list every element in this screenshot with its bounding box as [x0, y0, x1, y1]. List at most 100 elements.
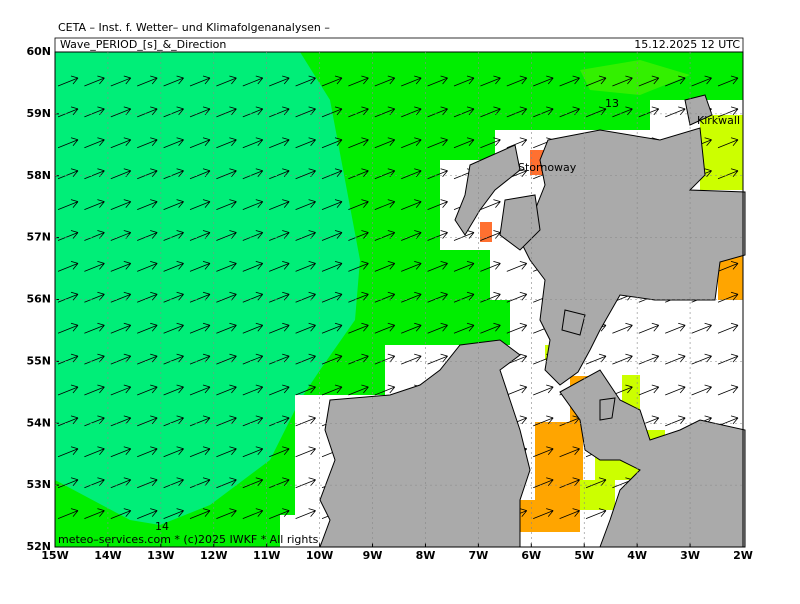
- place-label: Stornoway: [518, 161, 577, 174]
- arrow: [57, 446, 79, 458]
- parameter: Wave_PERIOD_[s]_&_Direction: [60, 38, 226, 51]
- arrow: [189, 322, 211, 334]
- arrow: [638, 75, 660, 87]
- lat-label: 55N: [26, 354, 51, 367]
- lon-label: 8W: [416, 549, 436, 562]
- arrow: [57, 261, 79, 272]
- arrow: [57, 291, 79, 303]
- arrow: [57, 137, 79, 149]
- arrow: [216, 446, 237, 458]
- arrow: [506, 106, 528, 118]
- lon-label: 5W: [574, 549, 594, 562]
- arrow: [506, 137, 528, 149]
- arrow: [427, 322, 448, 334]
- lon-label: 4W: [627, 549, 647, 562]
- arrow: [612, 353, 633, 365]
- arrow: [216, 199, 237, 210]
- arrow: [216, 322, 237, 334]
- arrow: [242, 353, 264, 365]
- arrow: [57, 477, 79, 489]
- arrow: [242, 446, 264, 458]
- arrow: [717, 137, 739, 149]
- sea-light: [55, 52, 360, 525]
- arrow: [506, 322, 528, 334]
- arrow: [295, 199, 316, 210]
- lon-label: 9W: [363, 549, 383, 562]
- arrow: [163, 230, 184, 241]
- arrow: [321, 199, 343, 210]
- lon-label: 7W: [468, 549, 488, 562]
- arrow: [717, 384, 739, 396]
- arrow: [401, 322, 422, 334]
- arrow: [453, 137, 475, 149]
- arrow: [506, 75, 528, 87]
- arrow: [638, 322, 660, 334]
- arrow: [163, 322, 184, 334]
- arrow: [559, 508, 580, 519]
- arrow: [57, 415, 79, 427]
- arrow: [585, 508, 607, 519]
- arrow: [427, 291, 448, 303]
- arrow: [295, 384, 316, 396]
- arrow: [321, 384, 343, 396]
- arrow: [137, 106, 158, 118]
- arrow: [717, 322, 739, 334]
- arrow: [189, 384, 211, 396]
- arrow: [348, 199, 369, 210]
- lon-label: 13W: [147, 549, 174, 562]
- lon-label: 14W: [94, 549, 121, 562]
- arrow: [110, 446, 132, 458]
- arrow: [216, 508, 237, 519]
- arrow: [57, 199, 79, 210]
- arrow: [242, 415, 264, 427]
- arrow: [506, 261, 528, 272]
- arrow: [401, 261, 422, 272]
- arrow: [84, 446, 105, 458]
- arrow: [84, 322, 105, 334]
- arrow: [453, 322, 475, 334]
- arrow: [638, 106, 660, 118]
- contour-label: 14: [155, 520, 169, 533]
- arrow: [401, 353, 422, 365]
- arrow: [137, 415, 158, 427]
- arrow: [374, 384, 396, 396]
- lon-label: 15W: [41, 549, 68, 562]
- arrow: [665, 415, 686, 427]
- arrow: [137, 199, 158, 210]
- arrow: [348, 230, 369, 241]
- arrow: [453, 106, 475, 118]
- arrow: [216, 168, 237, 180]
- arrow: [533, 75, 554, 87]
- arrow: [110, 75, 132, 87]
- lat-label: 53N: [26, 478, 51, 491]
- arrow: [163, 168, 184, 180]
- arrow: [321, 230, 343, 241]
- arrow: [242, 137, 264, 149]
- arrow: [84, 508, 105, 519]
- lon-label: 10W: [306, 549, 333, 562]
- arrow: [84, 415, 105, 427]
- arrow: [348, 322, 369, 334]
- arrow: [717, 168, 739, 180]
- arrow: [137, 477, 158, 489]
- arrow: [348, 384, 369, 396]
- arrow: [163, 75, 184, 87]
- arrow: [638, 353, 660, 365]
- arrow: [137, 353, 158, 365]
- arrow: [295, 508, 316, 519]
- arrow: [216, 384, 237, 396]
- arrow: [374, 322, 396, 334]
- arrow: [216, 291, 237, 303]
- arrow: [110, 261, 132, 272]
- arrow: [321, 261, 343, 272]
- arrow: [585, 75, 607, 87]
- arrow: [321, 168, 343, 180]
- arrow: [137, 137, 158, 149]
- arrow: [401, 168, 422, 180]
- arrow: [57, 106, 79, 118]
- arrow: [84, 261, 105, 272]
- arrow: [57, 353, 79, 365]
- arrow: [480, 137, 501, 149]
- arrow: [189, 75, 211, 87]
- arrow: [401, 137, 422, 149]
